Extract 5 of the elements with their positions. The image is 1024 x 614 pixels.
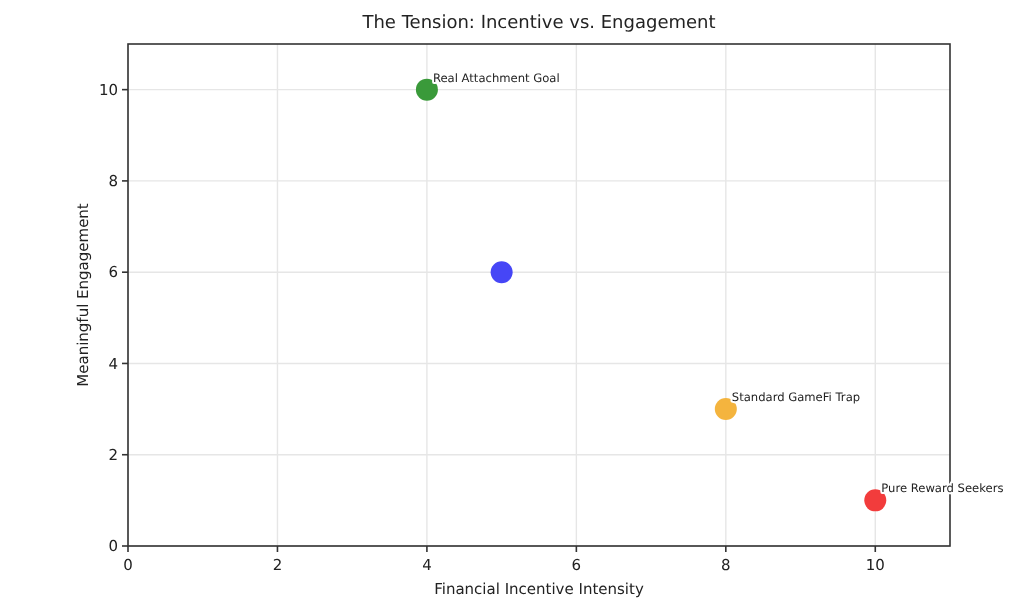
point bbox=[415, 78, 438, 101]
point bbox=[714, 398, 737, 421]
chart-title: The Tension: Incentive vs. Engagement bbox=[360, 14, 717, 34]
point bbox=[490, 261, 513, 284]
point bbox=[864, 489, 887, 512]
